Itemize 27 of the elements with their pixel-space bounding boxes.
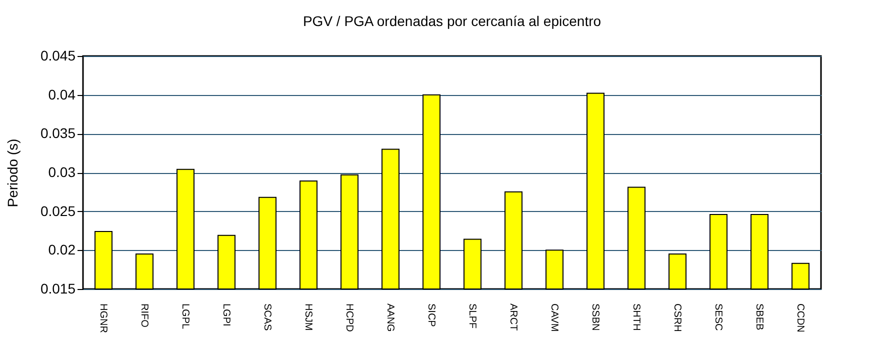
x-tick-label: LGPI xyxy=(220,304,232,326)
y-axis-title: Periodo (s) xyxy=(4,138,20,208)
x-tick-label: HGNR xyxy=(98,304,108,333)
x-tick-label: SCAS xyxy=(262,304,272,332)
y-tick-label: 0.035 xyxy=(40,125,76,142)
y-tick-label: 0.04 xyxy=(48,86,76,102)
x-tick-label: AANG xyxy=(384,304,396,332)
x-tick-label: HCPD xyxy=(344,304,354,332)
x-tick-label: RIFO xyxy=(138,304,150,328)
x-tick-label: LGPL xyxy=(180,304,190,330)
y-tick-label: 0.03 xyxy=(48,164,76,180)
x-tick-label: CAVM xyxy=(548,304,560,332)
x-tick-label: HSJM xyxy=(302,304,314,331)
x-tick-label: CSRH xyxy=(672,304,682,332)
x-tick-label: SBEB xyxy=(754,304,764,331)
y-tick-label: 0.015 xyxy=(40,280,76,296)
y-tick-label: 0.025 xyxy=(40,202,76,219)
y-tick-label: 0.045 xyxy=(40,48,76,64)
chart-title: PGV / PGA ordenadas por cercanía al epicentro xyxy=(302,13,602,29)
x-tick-label: CCDN xyxy=(794,304,806,332)
x-tick-label: SICP xyxy=(426,304,436,328)
x-tick-label: SHTH xyxy=(630,304,642,331)
x-tick-label: SSBN xyxy=(590,304,600,331)
x-tick-label: SESC xyxy=(712,304,724,331)
x-tick-label: SLPF xyxy=(466,304,478,329)
y-tick-label: 0.02 xyxy=(48,242,76,258)
x-tick-label: ARCT xyxy=(508,304,518,331)
